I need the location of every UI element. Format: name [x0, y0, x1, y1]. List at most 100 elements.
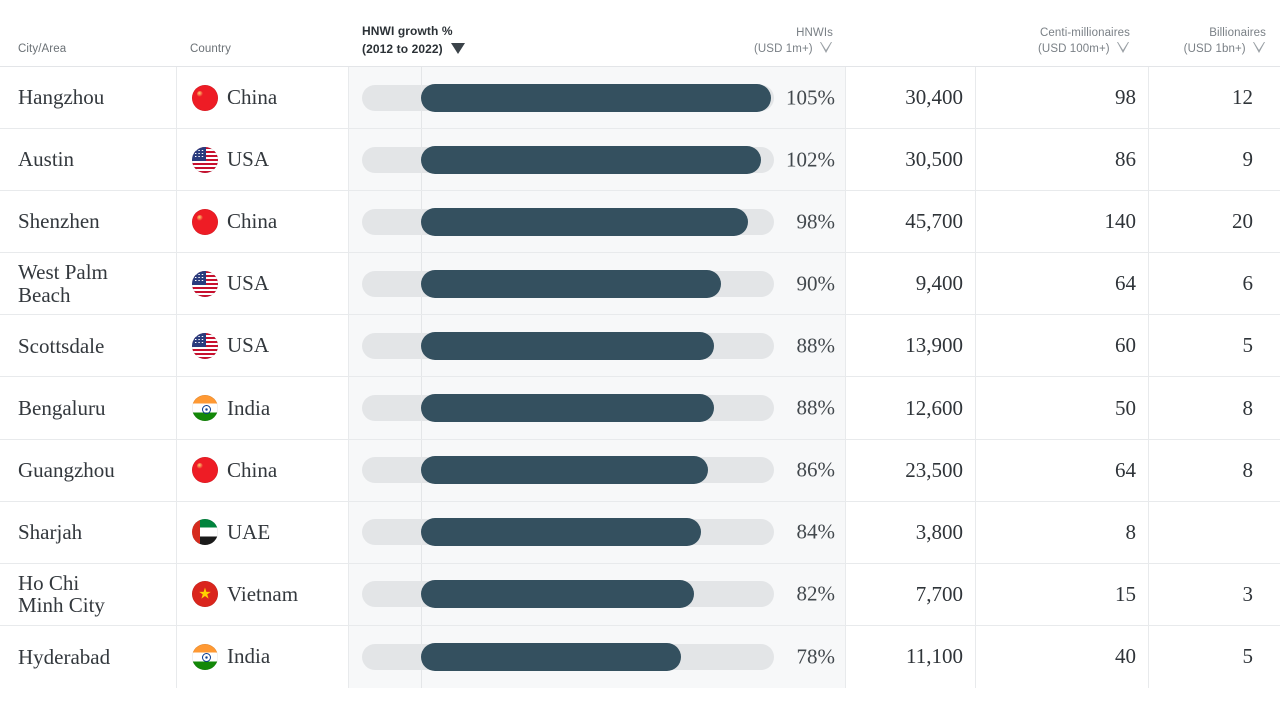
cell-billionaires: 9: [1148, 129, 1280, 191]
table-row[interactable]: Hyderabad India 78% 11,100 40 5: [0, 625, 1280, 688]
bar-fill: [421, 580, 695, 609]
city-name-line1: Guangzhou: [18, 457, 115, 482]
table-row[interactable]: Bengaluru India 88% 12,600 50 8: [0, 377, 1280, 440]
billionaires-value: 6: [1242, 271, 1254, 296]
hnwis-value: 13,900: [905, 333, 963, 358]
growth-value-label: 98%: [796, 209, 836, 234]
column-header-city[interactable]: City/Area: [18, 41, 66, 58]
cell-city: Hangzhou: [0, 67, 176, 128]
column-header-hnwis[interactable]: HNWIs (USD 1m+): [703, 25, 833, 58]
centi-millionaires-value: 64: [1115, 271, 1136, 296]
cell-centi-millionaires: 60: [975, 315, 1148, 377]
hnwis-value: 7,700: [915, 581, 963, 606]
cell-country: Vietnam: [176, 563, 348, 625]
flag-us-icon: [192, 270, 218, 297]
cell-city: Scottsdale: [0, 315, 176, 376]
cell-growth-bar: 86%: [348, 439, 845, 501]
cell-centi-millionaires: 140: [975, 191, 1148, 253]
cell-city: Guangzhou: [0, 440, 176, 501]
bar-fill: [421, 456, 708, 485]
table-row[interactable]: Guangzhou China 86% 23,500 64 8: [0, 439, 1280, 502]
growth-value-label: 82%: [796, 581, 836, 606]
billionaires-value: 12: [1232, 85, 1253, 110]
triangle-down-filled-icon[interactable]: [451, 42, 466, 54]
column-header-country[interactable]: Country: [190, 41, 231, 58]
billionaires-value: 20: [1232, 209, 1253, 234]
cell-country: USA: [176, 129, 348, 191]
table-row[interactable]: Austin USA 102% 30,500 86 9: [0, 129, 1280, 192]
table-body: Hangzhou China 105% 30,400 98 12 Austin USA 102%…: [0, 67, 1280, 688]
country-name: China: [227, 209, 278, 234]
cell-city: Ho Chi Minh City: [0, 564, 176, 625]
column-header-centi-millionaires[interactable]: Centi-millionaires (USD 100m+): [940, 25, 1130, 58]
cell-billionaires: 5: [1148, 315, 1280, 377]
cell-country: UAE: [176, 501, 348, 563]
cell-billionaires: 8: [1148, 439, 1280, 501]
country-name: Vietnam: [227, 581, 299, 606]
cell-hnwis: 11,100: [845, 625, 975, 688]
city-name-line1: Hangzhou: [18, 85, 105, 110]
growth-value-label: 102%: [786, 147, 835, 172]
country-name: China: [227, 457, 278, 482]
cell-city: Shenzhen: [0, 191, 176, 252]
bar-fill: [421, 145, 761, 174]
flag-in-icon: [192, 395, 218, 422]
centi-millionaires-value: 140: [1104, 209, 1137, 234]
cell-city: Hyderabad: [0, 626, 176, 688]
flag-cn-icon: [192, 208, 218, 235]
hnwis-value: 45,700: [905, 209, 963, 234]
city-name-line2: Minh City: [18, 593, 105, 618]
cell-billionaires: 6: [1148, 253, 1280, 315]
growth-value-label: 90%: [796, 271, 836, 296]
column-header-hnwis-line2: (USD 1m+): [753, 43, 813, 56]
city-name-line1: Sharjah: [18, 519, 83, 544]
cell-growth-bar: 78%: [348, 625, 845, 688]
country-name: India: [227, 644, 271, 669]
growth-value-label: 78%: [796, 644, 836, 669]
triangle-down-hollow-icon[interactable]: [1253, 42, 1266, 54]
table-row[interactable]: Shenzhen China 98% 45,700 140 20: [0, 191, 1280, 254]
column-header-city-label: City/Area: [18, 43, 67, 56]
table-row[interactable]: West Palm Beach USA 90% 9,400 64 6: [0, 253, 1280, 316]
city-name-line1: Ho Chi: [18, 570, 80, 595]
flag-cn-icon: [192, 457, 218, 484]
centi-millionaires-value: 64: [1115, 457, 1136, 482]
centi-millionaires-value: 98: [1115, 85, 1136, 110]
column-header-billionaires-line1: Billionaires: [1209, 26, 1266, 39]
triangle-down-hollow-icon[interactable]: [1117, 42, 1130, 54]
city-name-line1: Scottsdale: [18, 333, 105, 358]
flag-ae-icon: [192, 519, 218, 546]
column-header-hnwi-growth-line2: (2012 to 2022): [362, 41, 443, 56]
bar-fill: [421, 518, 701, 547]
country-name: India: [227, 395, 271, 420]
cell-billionaires: 8: [1148, 377, 1280, 439]
table-row[interactable]: Scottsdale USA 88% 13,900 60 5: [0, 315, 1280, 378]
hnwis-value: 3,800: [915, 519, 963, 544]
column-header-hnwi-growth-line1: HNWI growth %: [362, 24, 453, 39]
column-header-billionaires-line2: (USD 1bn+): [1183, 43, 1246, 56]
cell-growth-bar: 90%: [348, 253, 845, 315]
bar-fill: [421, 331, 715, 360]
country-name: USA: [227, 147, 270, 172]
bar-fill: [421, 642, 681, 671]
cell-city: Austin: [0, 129, 176, 190]
cell-growth-bar: 102%: [348, 129, 845, 191]
column-header-hnwi-growth[interactable]: HNWI growth % (2012 to 2022): [362, 23, 466, 58]
table-row[interactable]: Sharjah UAE 84% 3,800 8: [0, 501, 1280, 564]
cell-hnwis: 30,500: [845, 129, 975, 191]
triangle-down-hollow-icon[interactable]: [820, 42, 833, 54]
billionaires-value: 3: [1242, 581, 1254, 606]
column-header-billionaires[interactable]: Billionaires (USD 1bn+): [1116, 25, 1266, 58]
flag-us-icon: [192, 146, 218, 173]
billionaires-value: 9: [1242, 147, 1254, 172]
column-header-country-label: Country: [190, 43, 231, 56]
column-header-centi-line2: (USD 100m+): [1037, 43, 1110, 56]
centi-millionaires-value: 8: [1125, 519, 1137, 544]
city-name-line1: Hyderabad: [18, 644, 111, 669]
hnwis-value: 9,400: [915, 271, 963, 296]
table-row[interactable]: Hangzhou China 105% 30,400 98 12: [0, 67, 1280, 130]
city-name-line1: Bengaluru: [18, 395, 106, 420]
cell-centi-millionaires: 64: [975, 439, 1148, 501]
centi-millionaires-value: 50: [1115, 395, 1136, 420]
